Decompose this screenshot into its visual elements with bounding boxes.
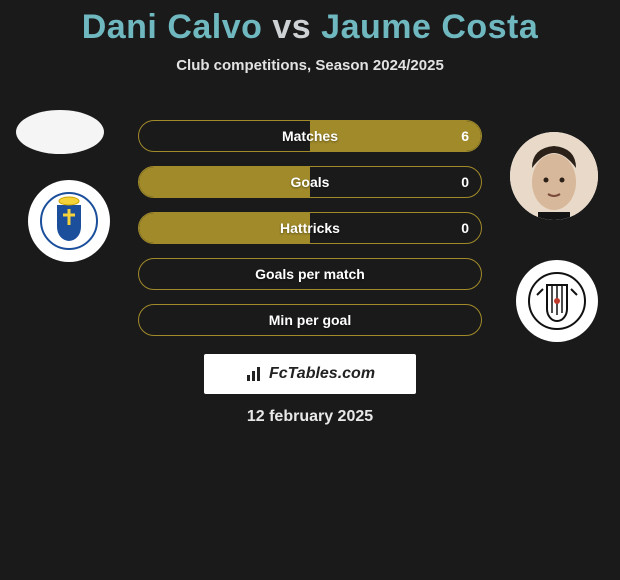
stat-label: Goals per match (255, 266, 365, 282)
stat-row-min-per-goal: Min per goal (138, 304, 482, 336)
oviedo-crest-icon (39, 191, 99, 251)
stat-row-goals: Goals 0 (138, 166, 482, 198)
watermark-text: FcTables.com (269, 365, 375, 383)
stat-val-right: 0 (461, 174, 469, 190)
stat-row-hattricks: Hattricks 0 (138, 212, 482, 244)
date: 12 february 2025 (0, 408, 620, 426)
vs-label: vs (272, 8, 311, 46)
stats-container: Matches 6 Goals 0 Hattricks 0 Goals per … (138, 120, 482, 350)
watermark: FcTables.com (204, 354, 416, 394)
player1-name: Dani Calvo (82, 8, 263, 46)
player1-avatar (16, 110, 104, 154)
stat-row-goals-per-match: Goals per match (138, 258, 482, 290)
stat-label: Hattricks (280, 220, 340, 236)
page-title: Dani Calvo vs Jaume Costa (0, 0, 620, 47)
stat-val-right: 6 (461, 128, 469, 144)
stat-label: Matches (282, 128, 338, 144)
player2-face-icon (510, 132, 598, 220)
club-badge-right (516, 260, 598, 342)
chart-icon (245, 365, 263, 383)
stat-val-right: 0 (461, 220, 469, 236)
club-badge-left (28, 180, 110, 262)
stat-fill-left (139, 167, 310, 197)
player2-avatar (510, 132, 598, 220)
player2-name: Jaume Costa (321, 8, 538, 46)
stat-label: Min per goal (269, 312, 351, 328)
albacete-crest-icon (527, 271, 587, 331)
stat-label: Goals (291, 174, 330, 190)
subtitle: Club competitions, Season 2024/2025 (0, 57, 620, 74)
stat-row-matches: Matches 6 (138, 120, 482, 152)
